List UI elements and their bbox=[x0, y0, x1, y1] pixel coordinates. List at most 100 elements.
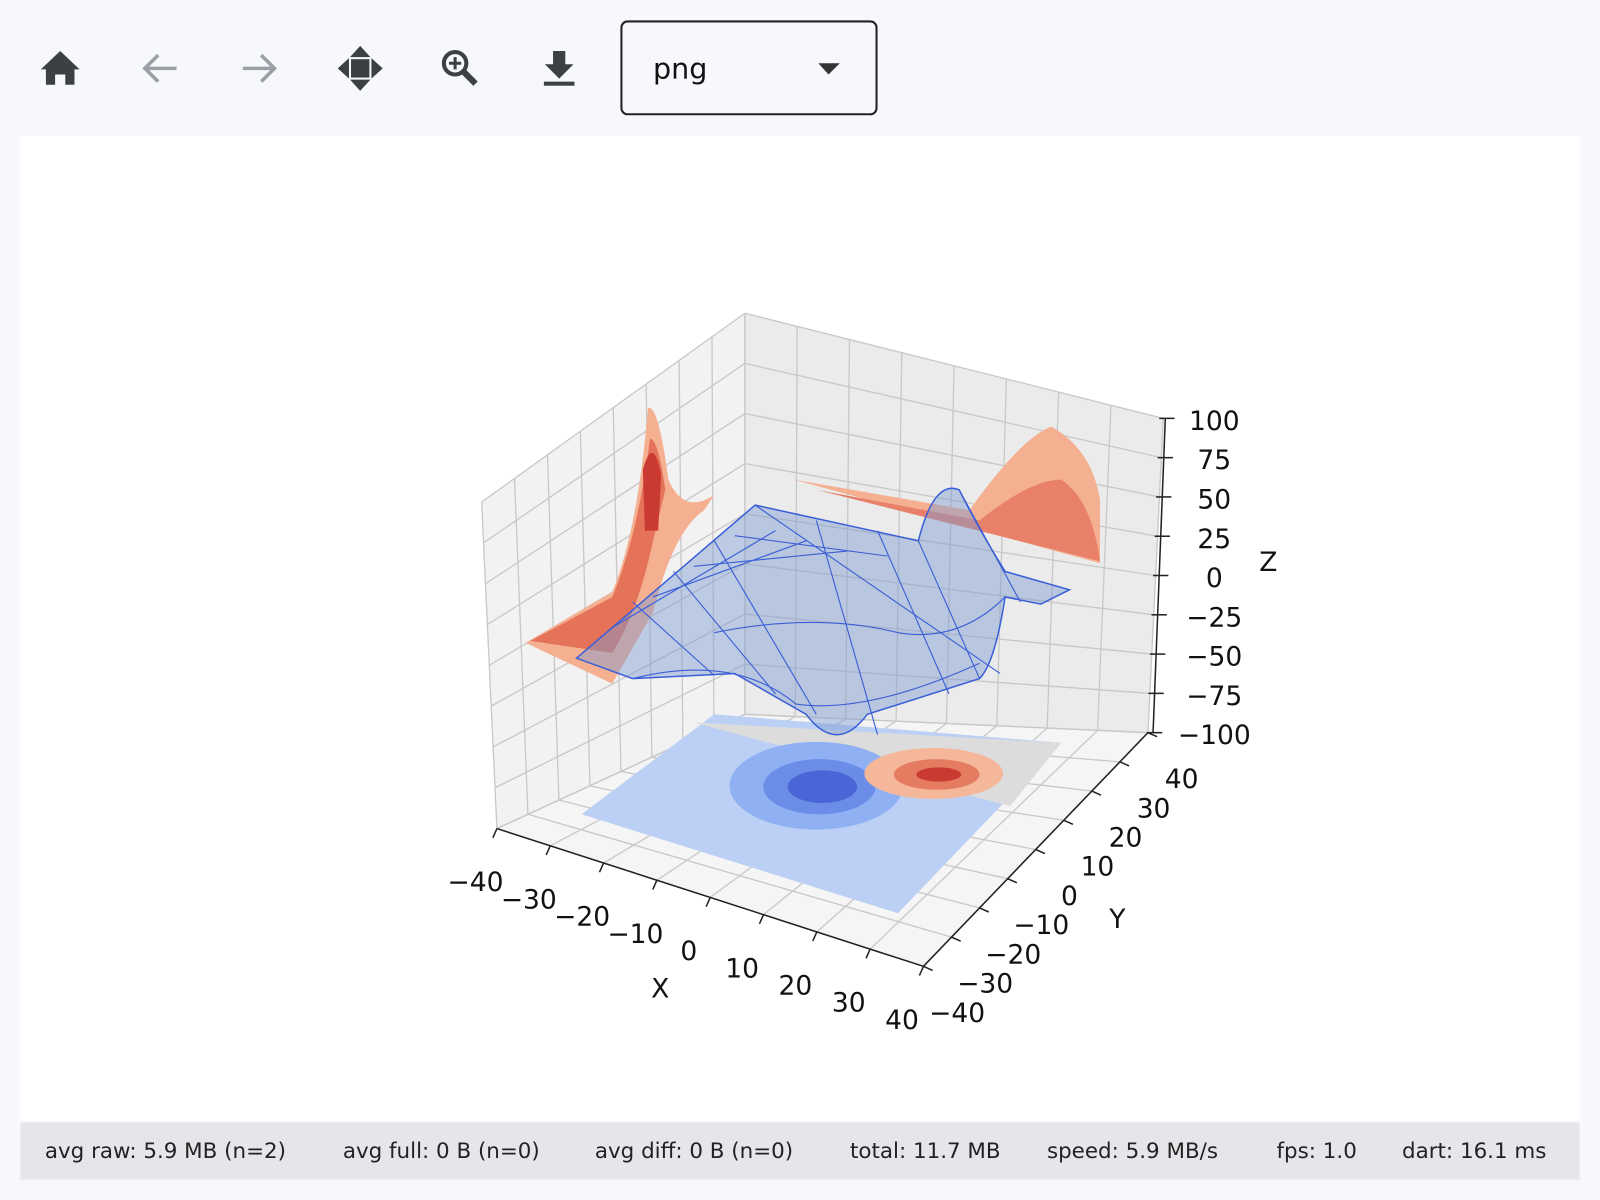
left-projection bbox=[525, 407, 715, 684]
wireframe-mesh bbox=[611, 489, 1021, 735]
x-tick-mark bbox=[758, 914, 765, 925]
zoom-handle bbox=[461, 69, 478, 86]
x-tick-label: −40 bbox=[448, 867, 504, 898]
floor-contour-lowest bbox=[787, 770, 858, 804]
z-tick-label: 0 bbox=[1206, 563, 1223, 594]
y-tick-label: 30 bbox=[1137, 793, 1171, 824]
y-tick-mark bbox=[1007, 877, 1018, 884]
x-tick-mark bbox=[492, 828, 498, 839]
zoom-plus bbox=[448, 57, 462, 70]
status-items: avg raw: 5.9 MB (n=2) avg full: 0 B (n=0)… bbox=[45, 1139, 1547, 1164]
floor-contour-highest bbox=[916, 767, 962, 782]
y-tick-mark bbox=[1063, 819, 1074, 826]
y-tick-label: −20 bbox=[985, 939, 1041, 970]
x-tick-label: 30 bbox=[832, 988, 866, 1019]
home-icon bbox=[40, 51, 80, 85]
z-tick-label: 50 bbox=[1197, 485, 1231, 516]
x-tick-label: −20 bbox=[554, 902, 610, 933]
status-item: total: 11.7 MB bbox=[850, 1139, 1001, 1164]
grid-line bbox=[744, 563, 1154, 616]
pan-icon bbox=[337, 45, 383, 91]
back-button[interactable] bbox=[142, 53, 177, 83]
forward-icon bbox=[242, 53, 278, 83]
left-projection-inner bbox=[530, 438, 666, 654]
pan-button[interactable] bbox=[337, 45, 383, 91]
x-tick-mark bbox=[865, 948, 871, 959]
left-projection-peak bbox=[642, 452, 662, 531]
pan-center bbox=[351, 59, 370, 78]
x-tick-mark bbox=[598, 862, 605, 873]
grid-line bbox=[481, 312, 746, 503]
x-tick-mark bbox=[652, 879, 658, 890]
download-button[interactable] bbox=[543, 51, 575, 86]
z-tick-label: −75 bbox=[1186, 681, 1242, 712]
y-tick-mark bbox=[1091, 790, 1102, 796]
y-tick-label: 0 bbox=[1061, 881, 1078, 912]
format-select[interactable]: png bbox=[620, 20, 878, 116]
grid-line bbox=[744, 713, 1148, 734]
grid-line bbox=[744, 663, 1150, 695]
z-tick-label: −25 bbox=[1186, 602, 1242, 633]
z-tick-label: −100 bbox=[1178, 720, 1251, 751]
x-tick-label: 10 bbox=[725, 953, 759, 984]
grid-line bbox=[494, 663, 746, 789]
forward-button[interactable] bbox=[242, 53, 278, 83]
grid-line bbox=[527, 813, 952, 938]
surface-decoration bbox=[525, 407, 1100, 914]
grid-line bbox=[744, 312, 1164, 420]
download-arrow bbox=[544, 51, 574, 79]
y-tick-mark bbox=[1119, 761, 1130, 767]
y-tick-mark bbox=[923, 965, 933, 972]
x-tick-label: 20 bbox=[779, 970, 813, 1001]
x-tick-mark bbox=[918, 966, 925, 976]
status-item: fps: 1.0 bbox=[1277, 1139, 1357, 1164]
grid-line bbox=[744, 613, 1152, 655]
grid-line bbox=[487, 463, 746, 626]
y-tick-label: −30 bbox=[957, 969, 1013, 1000]
z-tick-label: 25 bbox=[1197, 524, 1231, 555]
grid-line bbox=[744, 362, 1162, 459]
y-tick-mark bbox=[1035, 848, 1046, 855]
x-tick-label: 40 bbox=[885, 1005, 919, 1036]
y-tick-label: −10 bbox=[1013, 910, 1069, 941]
select-box bbox=[620, 20, 878, 116]
status-item: dart: 16.1 ms bbox=[1402, 1139, 1546, 1164]
x-tick-label: −10 bbox=[607, 919, 663, 950]
wireframe-surface bbox=[575, 487, 1072, 736]
y-tick-label: 10 bbox=[1081, 852, 1115, 883]
toolbar: png bbox=[40, 20, 878, 116]
z-axis-label: Z bbox=[1259, 547, 1277, 578]
y-tick-mark bbox=[979, 907, 990, 913]
left-pane bbox=[481, 313, 745, 829]
grid-line bbox=[492, 613, 746, 748]
y-axis-label: Y bbox=[1108, 904, 1126, 935]
grid-line bbox=[483, 362, 746, 544]
y-tick-label: 20 bbox=[1109, 823, 1143, 854]
x-tick-label: 0 bbox=[680, 936, 697, 967]
z-tick-label: −50 bbox=[1186, 642, 1242, 673]
y-axis-line bbox=[922, 732, 1149, 967]
status-item: avg raw: 5.9 MB (n=2) bbox=[45, 1139, 286, 1164]
y-tick-mark bbox=[951, 936, 962, 942]
x-tick-mark bbox=[705, 897, 711, 907]
home-button[interactable] bbox=[40, 51, 80, 85]
grid-line bbox=[744, 513, 1156, 577]
status-bar bbox=[20, 1122, 1580, 1180]
x-tick-mark bbox=[812, 931, 818, 942]
status-item: avg full: 0 B (n=0) bbox=[343, 1139, 540, 1164]
x-axis-label: X bbox=[651, 973, 669, 1004]
select-arrow bbox=[818, 63, 840, 75]
zoom-button[interactable] bbox=[441, 50, 478, 86]
x-tick-label: −30 bbox=[501, 884, 557, 915]
select-value: png bbox=[653, 51, 707, 85]
status-item: avg diff: 0 B (n=0) bbox=[595, 1139, 793, 1164]
x-tick-mark bbox=[545, 845, 551, 856]
back-icon bbox=[142, 53, 177, 83]
status-item: speed: 5.9 MB/s bbox=[1047, 1139, 1218, 1164]
y-tick-label: 40 bbox=[1165, 764, 1199, 795]
z-tick-label: 100 bbox=[1189, 406, 1240, 437]
grid-line bbox=[485, 412, 746, 585]
